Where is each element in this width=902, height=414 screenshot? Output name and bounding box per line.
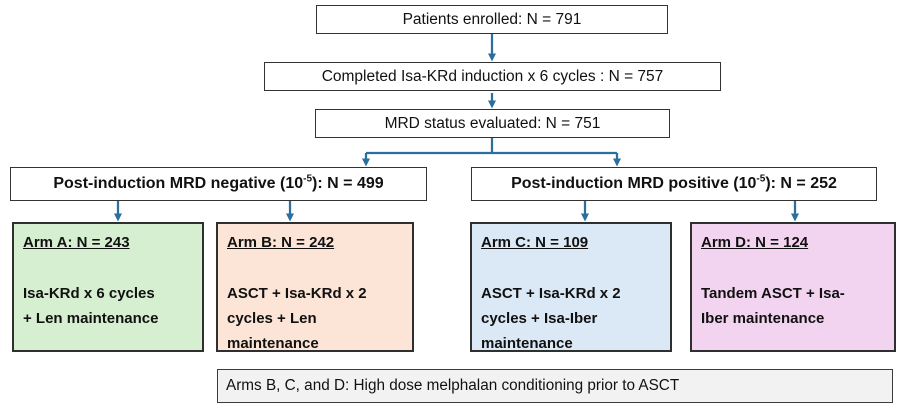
arm-d-box: Arm D: N = 124 Tandem ASCT + Isa- Iber m… [690,222,896,352]
negative-superscript: -5 [303,173,313,185]
arm-c-box: Arm C: N = 109 ASCT + Isa-KRd x 2 cycles… [470,222,672,352]
footnote-box: Arms B, C, and D: High dose melphalan co… [217,369,893,403]
arm-d-treatment: Tandem ASCT + Isa- Iber maintenance [701,285,845,327]
arm-b-treatment: ASCT + Isa-KRd x 2 cycles + Len maintena… [227,285,367,352]
mrd-positive-box: Post-induction MRD positive (10-5): N = … [471,167,877,201]
arm-b-box: Arm B: N = 242 ASCT + Isa-KRd x 2 cycles… [216,222,414,352]
arm-c-title: Arm C: N = 109 [481,234,589,251]
arm-a-title: Arm A: N = 243 [23,234,130,251]
mrd-evaluated-box: MRD status evaluated: N = 751 [315,109,670,138]
enrolled-box: Patients enrolled: N = 791 [316,5,668,34]
mrd-positive-text: Post-induction MRD positive (10-5): N = … [511,173,837,193]
split-connector [366,138,617,155]
arm-c-treatment: ASCT + Isa-KRd x 2 cycles + Isa-Iber mai… [481,285,621,352]
arm-a-treatment: Isa-KRd x 6 cycles + Len maintenance [23,285,159,327]
mrd-negative-text: Post-induction MRD negative (10-5): N = … [53,173,384,193]
induction-box: Completed Isa-KRd induction x 6 cycles :… [264,62,721,91]
arm-d-title: Arm D: N = 124 [701,234,809,251]
arm-b-title: Arm B: N = 242 [227,234,335,251]
footnote-text: Arms B, C, and D: High dose melphalan co… [226,377,680,394]
mrd-negative-box: Post-induction MRD negative (10-5): N = … [10,167,427,201]
arm-a-box: Arm A: N = 243 Isa-KRd x 6 cycles + Len … [12,222,204,352]
positive-superscript: -5 [756,173,766,185]
